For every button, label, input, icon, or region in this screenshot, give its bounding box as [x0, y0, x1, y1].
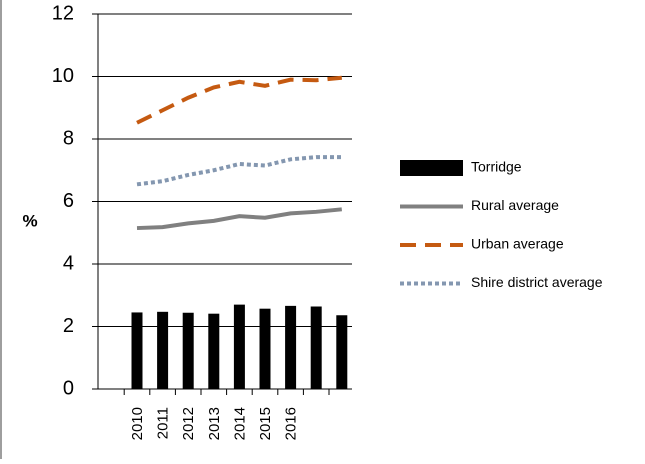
tick-labels: 0 2 4 6 8 10 12 2010 2011 2012 2013 2014 2015 2016: [52, 2, 300, 440]
y-tick-label: 10: [52, 65, 74, 87]
y-axis-label: %: [22, 211, 37, 230]
legend: Torridge Rural average Urban average Shire …: [400, 159, 603, 290]
line-rural-average: [136, 207, 342, 231]
line-shire-district-average: [136, 155, 342, 187]
bar-torridge: [131, 312, 143, 389]
legend-label: Shire district average: [471, 274, 603, 290]
legend-label: Urban average: [471, 236, 564, 252]
y-tick-label: 6: [63, 190, 74, 212]
gridlines: [98, 13, 352, 327]
y-tick-label: 0: [63, 377, 74, 399]
bars: [131, 304, 348, 389]
frame-left-edge: [0, 0, 2, 459]
bar-torridge: [310, 306, 322, 389]
x-tick-label: 2010: [129, 407, 146, 440]
bar-torridge: [157, 311, 169, 389]
legend-label: Rural average: [471, 197, 559, 213]
legend-item: Torridge: [400, 159, 522, 176]
x-tick-label: 2011: [155, 407, 172, 439]
x-tick-label: 2016: [283, 407, 300, 440]
bar-torridge: [182, 312, 194, 389]
x-tick-label: 2014: [231, 407, 248, 440]
legend-item: Urban average: [400, 236, 564, 252]
legend-item: Rural average: [400, 197, 559, 213]
y-tick-label: 2: [63, 315, 74, 337]
legend-label: Torridge: [471, 159, 522, 175]
legend-item: Shire district average: [400, 274, 603, 290]
legend-swatch: [400, 160, 463, 176]
y-tick-label: 4: [63, 252, 74, 274]
bar-torridge: [259, 308, 271, 389]
x-tick-label: 2012: [180, 407, 197, 440]
bar-torridge: [285, 305, 297, 389]
bar-torridge: [336, 315, 348, 389]
line-urban-average: [136, 75, 342, 125]
lines: [136, 75, 342, 231]
y-tick-label: 8: [63, 127, 74, 149]
bar-torridge: [233, 304, 245, 389]
bar-torridge: [208, 313, 220, 389]
x-tick-label: 2013: [206, 407, 223, 440]
y-tick-label: 12: [52, 2, 74, 24]
x-tick-label: 2015: [257, 407, 274, 440]
axes: [92, 13, 352, 395]
